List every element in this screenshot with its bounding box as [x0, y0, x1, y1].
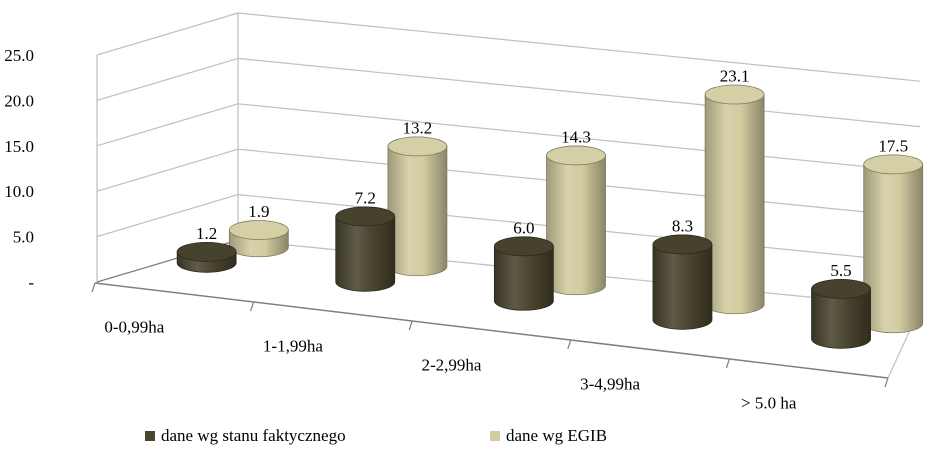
category-tick — [408, 320, 413, 331]
bar-top — [811, 278, 871, 299]
gridline — [237, 57, 921, 128]
x-tick-label: 1-1,99ha — [263, 337, 323, 356]
legend-swatch — [490, 431, 500, 441]
data-label: 17.5 — [878, 136, 908, 155]
legend-swatch — [145, 431, 155, 441]
category-axis-line — [94, 282, 889, 379]
bar-body — [704, 94, 765, 315]
bar-top — [176, 242, 237, 262]
legend-label: dane wg EGIB — [506, 426, 607, 445]
gridline — [96, 148, 239, 192]
data-label: 8.3 — [672, 216, 693, 235]
bar-body — [811, 288, 871, 349]
category-tick — [725, 358, 730, 369]
category-tick — [567, 339, 572, 350]
gridline — [96, 12, 239, 56]
bar-top — [493, 236, 554, 257]
legend-label: dane wg stanu faktycznego — [161, 426, 346, 445]
x-tick-label: > 5.0 ha — [741, 394, 797, 413]
data-label: 14.3 — [561, 127, 591, 146]
x-tick-label: 2-2,99ha — [422, 356, 482, 375]
bar-top — [652, 234, 713, 255]
bar-top — [863, 154, 924, 175]
y-tick-label: 5.0 — [13, 228, 34, 247]
gridline — [96, 194, 239, 238]
data-label: 13.2 — [403, 118, 433, 137]
bar-body — [863, 163, 924, 334]
bar-body — [387, 146, 448, 277]
gridline — [96, 103, 239, 147]
bar-body — [546, 155, 606, 296]
bar-top — [704, 84, 765, 105]
gridline — [237, 103, 921, 173]
y-tick-label: 20.0 — [4, 91, 34, 110]
bar-top — [228, 220, 289, 240]
category-tick — [250, 301, 255, 312]
data-label: 23.1 — [720, 67, 750, 86]
gridline — [237, 12, 921, 82]
category-tick — [884, 377, 889, 388]
data-label: 7.2 — [355, 188, 376, 207]
data-label: 5.5 — [830, 261, 851, 280]
bar-top — [335, 206, 396, 227]
bar-body — [335, 216, 396, 292]
bar-body — [493, 245, 554, 311]
x-tick-label: 3-4,99ha — [580, 375, 640, 394]
data-label: 1.9 — [248, 202, 269, 221]
x-tick-label: 0-0,99ha — [104, 318, 164, 337]
bar-top — [387, 136, 448, 157]
gridline — [96, 57, 239, 101]
data-label: 1.2 — [196, 224, 217, 243]
y-tick-label: 10.0 — [4, 182, 34, 201]
y-tick-label: - — [28, 273, 34, 292]
bar-top — [546, 145, 606, 166]
bar-body — [652, 244, 713, 330]
data-label: 6.0 — [513, 218, 534, 237]
y-tick-label: 15.0 — [4, 137, 34, 156]
category-tick — [91, 282, 96, 293]
y-tick-label: 25.0 — [4, 46, 34, 65]
